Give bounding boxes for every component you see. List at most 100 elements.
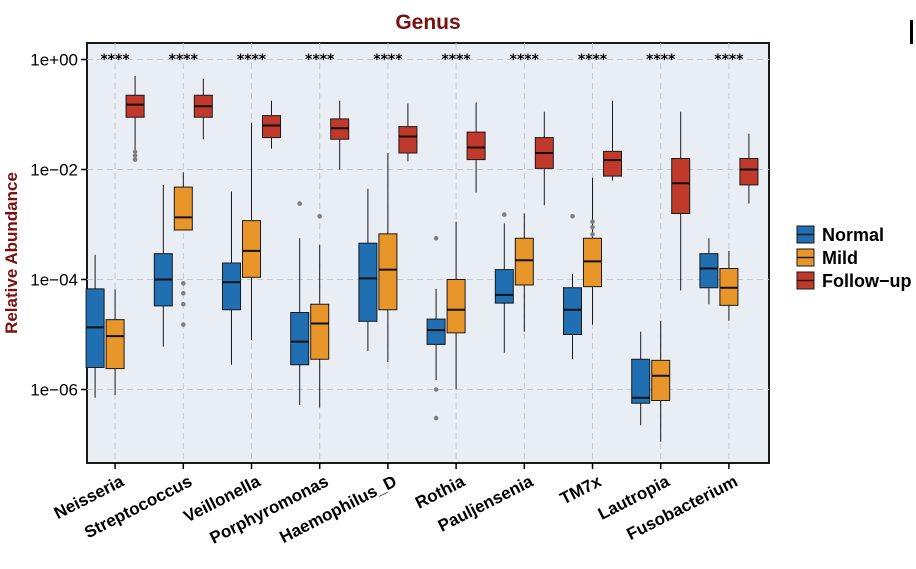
box-normal-veillonella [222,191,241,365]
legend-item-followup: Follow−up [796,271,912,291]
box-mild-veillonella [242,122,261,340]
x-axis: NeisseriaStreptococcusVeillonellaPorphyr… [51,463,741,548]
outlier-point [132,157,138,162]
box-iqr [105,319,125,370]
box-normal-tm7x [563,213,582,360]
significance-label: **** [237,52,267,68]
box-mild-pauljensenia [514,213,534,332]
box-iqr [494,269,514,304]
significance-label: **** [646,52,676,68]
outlier-point [433,235,439,241]
y-tick-label: 1e−02 [30,161,78,180]
significance-label: **** [578,52,608,68]
box-normal-rothia [426,235,446,421]
legend: Normal Mild Follow−up [796,225,912,291]
box-mild-porphyromonas [310,213,330,408]
box-normal-streptococcus [153,184,173,347]
significance-label: **** [373,52,403,68]
box-iqr [378,233,398,311]
significance-label: **** [441,52,471,68]
box-iqr [466,131,486,161]
box-iqr [583,237,602,288]
outlier-point [181,281,186,286]
box-iqr [603,150,622,177]
legend-label: Follow−up [822,271,912,291]
y-axis: 1e+00 1e−02 1e−04 1e−06 [30,51,87,400]
box-iqr [358,242,378,322]
outlier-point [590,224,595,230]
box-iqr [426,318,446,345]
legend-label: Mild [822,248,858,268]
box-iqr [671,158,691,214]
outlier-point [181,322,186,327]
box-normal-neisseria [85,254,105,398]
box-iqr [651,359,671,402]
box-normal-lautropia [631,331,651,426]
significance-label: **** [100,52,130,68]
outlier-point [433,387,439,392]
box-normal-pauljensenia [494,212,514,353]
outlier-point [297,201,303,206]
box-followup-streptococcus [193,78,213,140]
box-normal-haemophilus-d [358,188,378,351]
box-followup-haemophilus-d [398,103,418,162]
outlier-point [181,290,186,296]
box-mild-lautropia [651,320,671,442]
box-followup-pauljensenia [534,111,554,206]
box-series [85,76,759,442]
box-followup-neisseria [125,76,145,162]
box-iqr [242,220,261,278]
outlier-point [433,415,439,421]
box-mild-neisseria [105,289,125,395]
box-normal-fusobacterium [699,238,719,305]
outlier-point [590,232,595,237]
box-iqr [125,94,145,118]
outlier-point [181,301,186,307]
box-followup-veillonella [262,100,281,149]
box-iqr [514,237,534,286]
y-tick-label: 1e+00 [30,51,78,70]
box-iqr [446,279,466,334]
y-tick-label: 1e−06 [30,381,78,400]
outlier-point [317,213,323,219]
box-iqr [563,287,582,335]
y-tick-label: 1e−04 [30,271,78,290]
significance-label: **** [510,52,540,68]
panel-edge-mark [910,20,913,44]
legend-item-normal: Normal [796,225,884,245]
outlier-point [132,149,138,155]
box-iqr [631,358,651,404]
box-mild-rothia [446,221,466,390]
box-iqr [699,253,719,289]
box-followup-porphyromonas [330,100,350,170]
box-iqr [290,312,310,366]
chart-title: Genus [395,11,460,34]
box-followup-fusobacterium [739,133,759,204]
outlier-point [570,213,575,219]
significance-label: **** [305,52,335,68]
x-tick-label: Haemophilus_D [277,472,400,547]
significance-label: **** [714,52,744,68]
box-mild-fusobacterium [719,250,739,321]
box-iqr [398,126,418,154]
box-iqr [310,303,330,360]
significance-labels: **** **** **** **** **** **** **** **** **** **** [100,52,744,68]
x-tick-label: TM7x [557,471,605,508]
box-mild-tm7x [583,177,602,325]
legend-label: Normal [822,225,884,245]
outlier-point [132,153,138,159]
legend-item-mild: Mild [796,248,858,268]
box-followup-rothia [466,102,486,193]
significance-label: **** [169,52,199,68]
x-tick-label: Porphyromonas [207,472,332,548]
outlier-point [590,219,595,225]
box-mild-haemophilus-d [378,153,398,362]
outlier-point [502,212,507,217]
box-iqr [222,262,241,311]
box-normal-porphyromonas [290,201,310,405]
box-mild-streptococcus [173,172,193,327]
box-iqr [173,186,193,231]
box-followup-lautropia [671,111,691,291]
box-iqr [739,158,759,186]
